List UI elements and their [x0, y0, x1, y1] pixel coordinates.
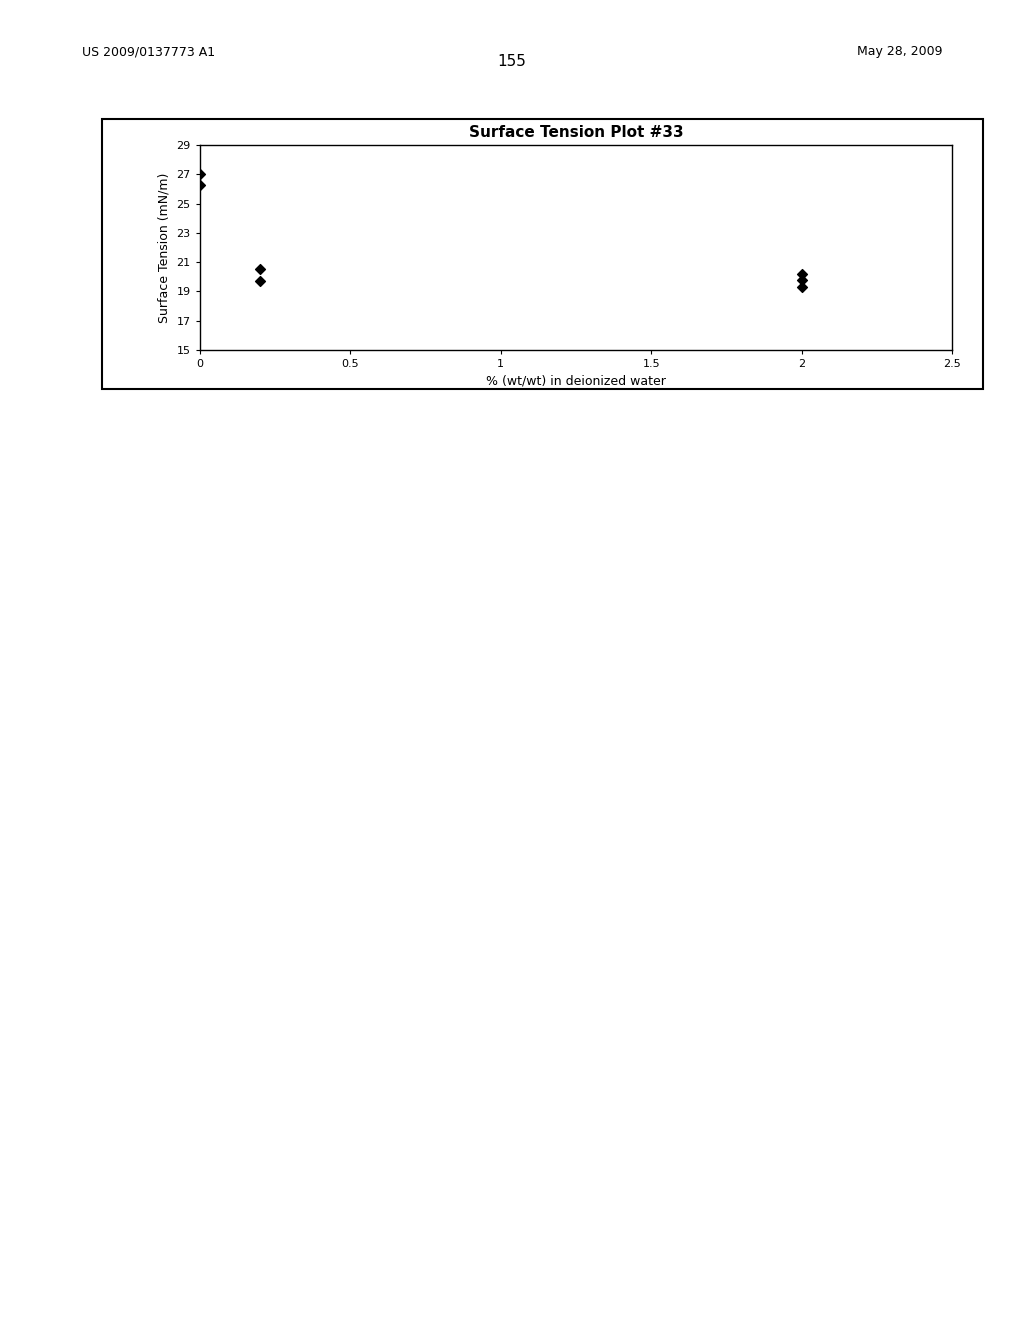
Text: US 2009/0137773 A1: US 2009/0137773 A1: [82, 45, 215, 58]
Y-axis label: Surface Tension (mN/m): Surface Tension (mN/m): [158, 173, 171, 322]
Point: [794, 263, 810, 284]
Title: Surface Tension Plot #33: Surface Tension Plot #33: [469, 125, 683, 140]
Text: 155: 155: [498, 54, 526, 69]
Point: [191, 174, 208, 195]
X-axis label: % (wt/wt) in deionized water: % (wt/wt) in deionized water: [486, 375, 666, 387]
Point: [794, 269, 810, 290]
Text: May 28, 2009: May 28, 2009: [857, 45, 942, 58]
Point: [252, 259, 268, 280]
Point: [794, 276, 810, 297]
Point: [252, 271, 268, 292]
Point: [191, 164, 208, 185]
